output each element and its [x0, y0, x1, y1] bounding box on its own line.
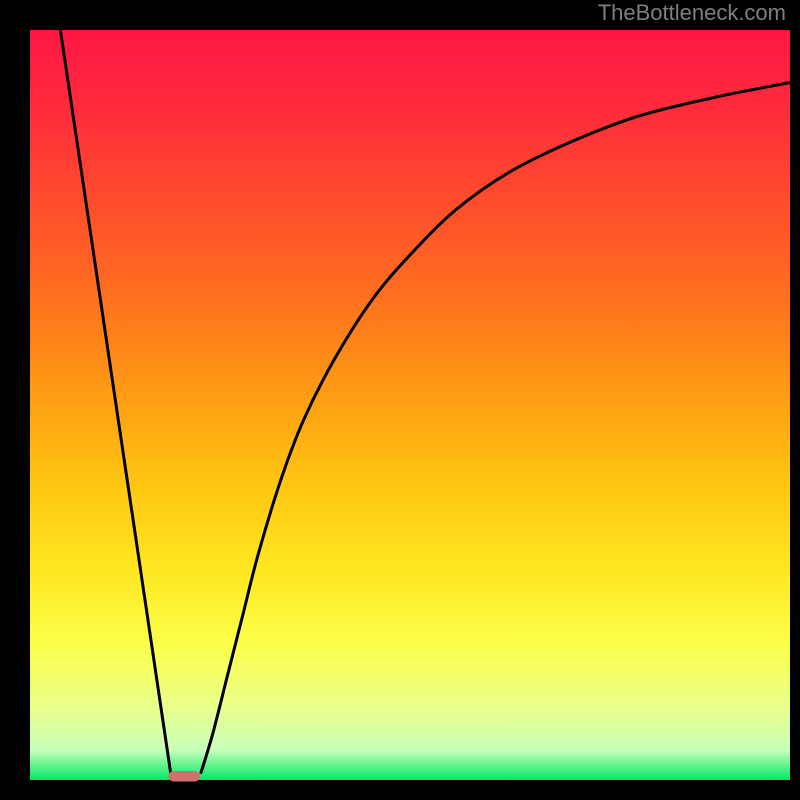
border-bottom [0, 780, 800, 800]
bottleneck-chart [0, 0, 800, 800]
optimum-marker [168, 771, 200, 782]
border-left [0, 0, 30, 800]
plot-background [30, 30, 790, 780]
attribution-label: TheBottleneck.com [598, 0, 786, 26]
chart-frame: TheBottleneck.com [0, 0, 800, 800]
border-right [790, 0, 800, 800]
